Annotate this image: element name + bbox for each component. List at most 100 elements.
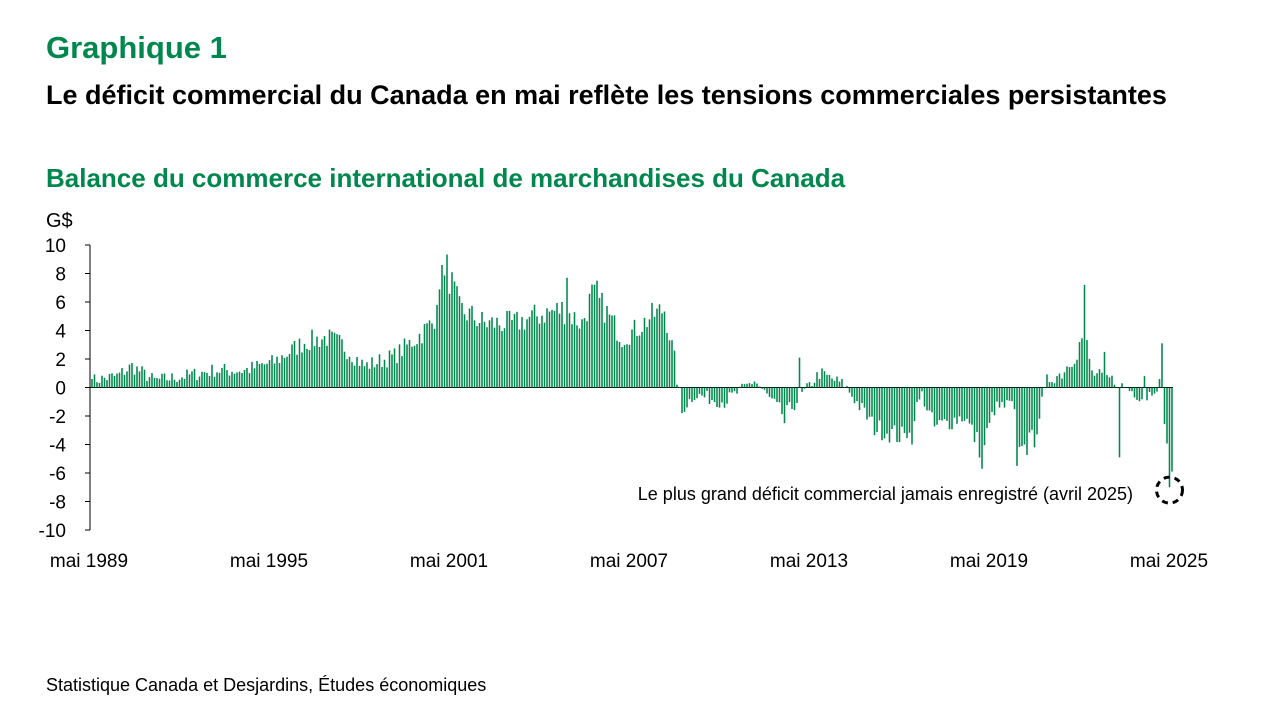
y-tick-label: -4 — [49, 436, 66, 457]
bar — [621, 347, 623, 388]
x-tick-label: mai 1989 — [50, 551, 128, 572]
bar — [213, 377, 216, 388]
bar — [401, 356, 403, 388]
bar — [836, 376, 838, 388]
bar — [1146, 387, 1148, 401]
bar — [718, 387, 721, 408]
bar — [171, 373, 173, 388]
bar — [556, 303, 558, 388]
bar — [451, 272, 453, 388]
bar — [116, 373, 118, 388]
bar — [876, 387, 878, 433]
bar — [558, 313, 561, 388]
bar — [768, 387, 771, 397]
y-tick-label: -6 — [49, 464, 66, 485]
bar — [853, 387, 856, 404]
bar — [611, 315, 613, 388]
bar — [1071, 366, 1073, 388]
bar — [921, 387, 923, 392]
bar — [648, 319, 651, 388]
bar — [436, 304, 438, 388]
bar — [103, 377, 106, 388]
bar — [518, 329, 521, 388]
bar — [813, 382, 816, 388]
bar — [688, 387, 691, 399]
bar — [271, 355, 273, 388]
bar — [1168, 387, 1171, 488]
bar — [1126, 387, 1128, 388]
bar — [673, 350, 676, 388]
bar — [906, 387, 908, 439]
bar — [776, 387, 778, 403]
bar — [1098, 369, 1101, 388]
bar — [756, 383, 758, 388]
bar — [861, 387, 863, 404]
bar — [818, 378, 821, 388]
record-deficit-annotation: Le plus grand déficit commercial jamais … — [638, 484, 1133, 504]
bar — [653, 316, 656, 388]
bar — [978, 387, 981, 458]
bar — [1016, 387, 1018, 466]
bar — [726, 387, 728, 404]
record-deficit-highlight-circle — [1155, 475, 1184, 505]
bar — [736, 387, 738, 394]
bar — [403, 338, 406, 388]
bar — [616, 340, 618, 388]
bar — [1123, 387, 1126, 388]
bar — [1093, 375, 1096, 388]
bar — [968, 387, 971, 424]
bar — [851, 387, 853, 397]
bar — [348, 356, 351, 388]
bar — [496, 317, 498, 388]
bar — [291, 344, 293, 388]
bar — [846, 386, 848, 388]
bar — [1161, 343, 1163, 388]
bar — [658, 304, 661, 388]
bar — [131, 362, 133, 388]
bar — [141, 366, 143, 388]
bar — [428, 320, 431, 388]
bar — [1043, 387, 1046, 388]
bar — [881, 387, 883, 441]
bar — [321, 339, 323, 388]
bar — [431, 323, 433, 388]
bar — [1056, 376, 1058, 388]
chart-title: Le déficit commercial du Canada en mai r… — [46, 80, 1167, 110]
bar — [983, 387, 986, 446]
bar — [333, 332, 336, 388]
y-tick-label: -2 — [49, 407, 66, 428]
bar — [493, 327, 496, 388]
bar — [691, 387, 693, 402]
bar — [473, 320, 476, 388]
bar — [938, 387, 941, 420]
bar — [601, 292, 603, 388]
bar — [1151, 387, 1153, 396]
bar — [581, 319, 583, 388]
bar — [703, 387, 706, 398]
bar — [528, 316, 531, 388]
bar — [591, 284, 593, 388]
bar — [351, 362, 353, 388]
bar — [173, 379, 176, 388]
bar — [811, 386, 813, 388]
bar — [993, 387, 996, 416]
bar — [1128, 387, 1131, 391]
bar — [143, 369, 146, 388]
bar — [641, 331, 643, 388]
bar — [1073, 363, 1076, 388]
bar — [111, 373, 113, 388]
bar — [128, 364, 131, 388]
y-tick-label: 10 — [45, 236, 66, 257]
bar — [936, 387, 938, 425]
bar — [461, 303, 463, 388]
bar — [788, 387, 791, 403]
bar — [206, 372, 208, 388]
bar — [916, 387, 918, 402]
bar — [1143, 376, 1146, 388]
bar — [1008, 387, 1011, 401]
bar — [1041, 387, 1043, 397]
y-tick-label: -8 — [49, 493, 66, 514]
bar — [241, 372, 243, 388]
bar — [438, 289, 441, 388]
bar — [373, 367, 376, 388]
